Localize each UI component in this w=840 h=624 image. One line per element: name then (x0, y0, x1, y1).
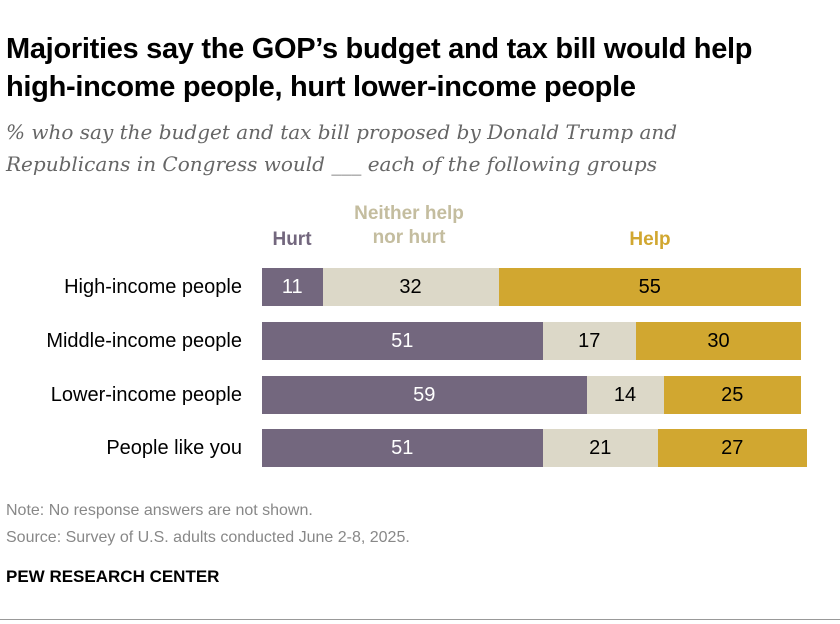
category-label: Lower-income people (50, 384, 242, 406)
chart-title: Majorities say the GOP’s budget and tax … (6, 33, 753, 103)
category-label: Middle-income people (46, 330, 242, 352)
legend-hurt: Hurt (272, 229, 312, 250)
bar-segment-neither: 17 (542, 322, 636, 360)
bar-segment-neither: 32 (322, 268, 499, 306)
bar-segment-hurt: 51 (262, 322, 543, 360)
bar-segment-help: 25 (663, 376, 801, 414)
bar-segment-hurt: 11 (262, 268, 323, 306)
chart-subtitle: % who say the budget and tax bill propos… (6, 120, 678, 176)
category-label: High-income people (64, 276, 242, 298)
category-label: People like you (106, 437, 242, 459)
bar-segment-neither: 14 (586, 376, 664, 414)
source: Source: Survey of U.S. adults conducted … (6, 529, 410, 546)
bar-segment-neither: 21 (542, 429, 658, 467)
note: Note: No response answers are not shown. (6, 502, 313, 519)
bar-segment-hurt: 59 (262, 376, 587, 414)
legend-neither: Neither help nor hurt (354, 203, 464, 248)
bar-segment-hurt: 51 (262, 429, 543, 467)
bottom-rule (0, 619, 840, 620)
bar-segment-help: 55 (498, 268, 801, 306)
bar-segment-help: 30 (636, 322, 801, 360)
bar-segment-help: 27 (658, 429, 807, 467)
brand-logo-text: PEW RESEARCH CENTER (6, 567, 220, 586)
legend-help: Help (629, 229, 671, 250)
